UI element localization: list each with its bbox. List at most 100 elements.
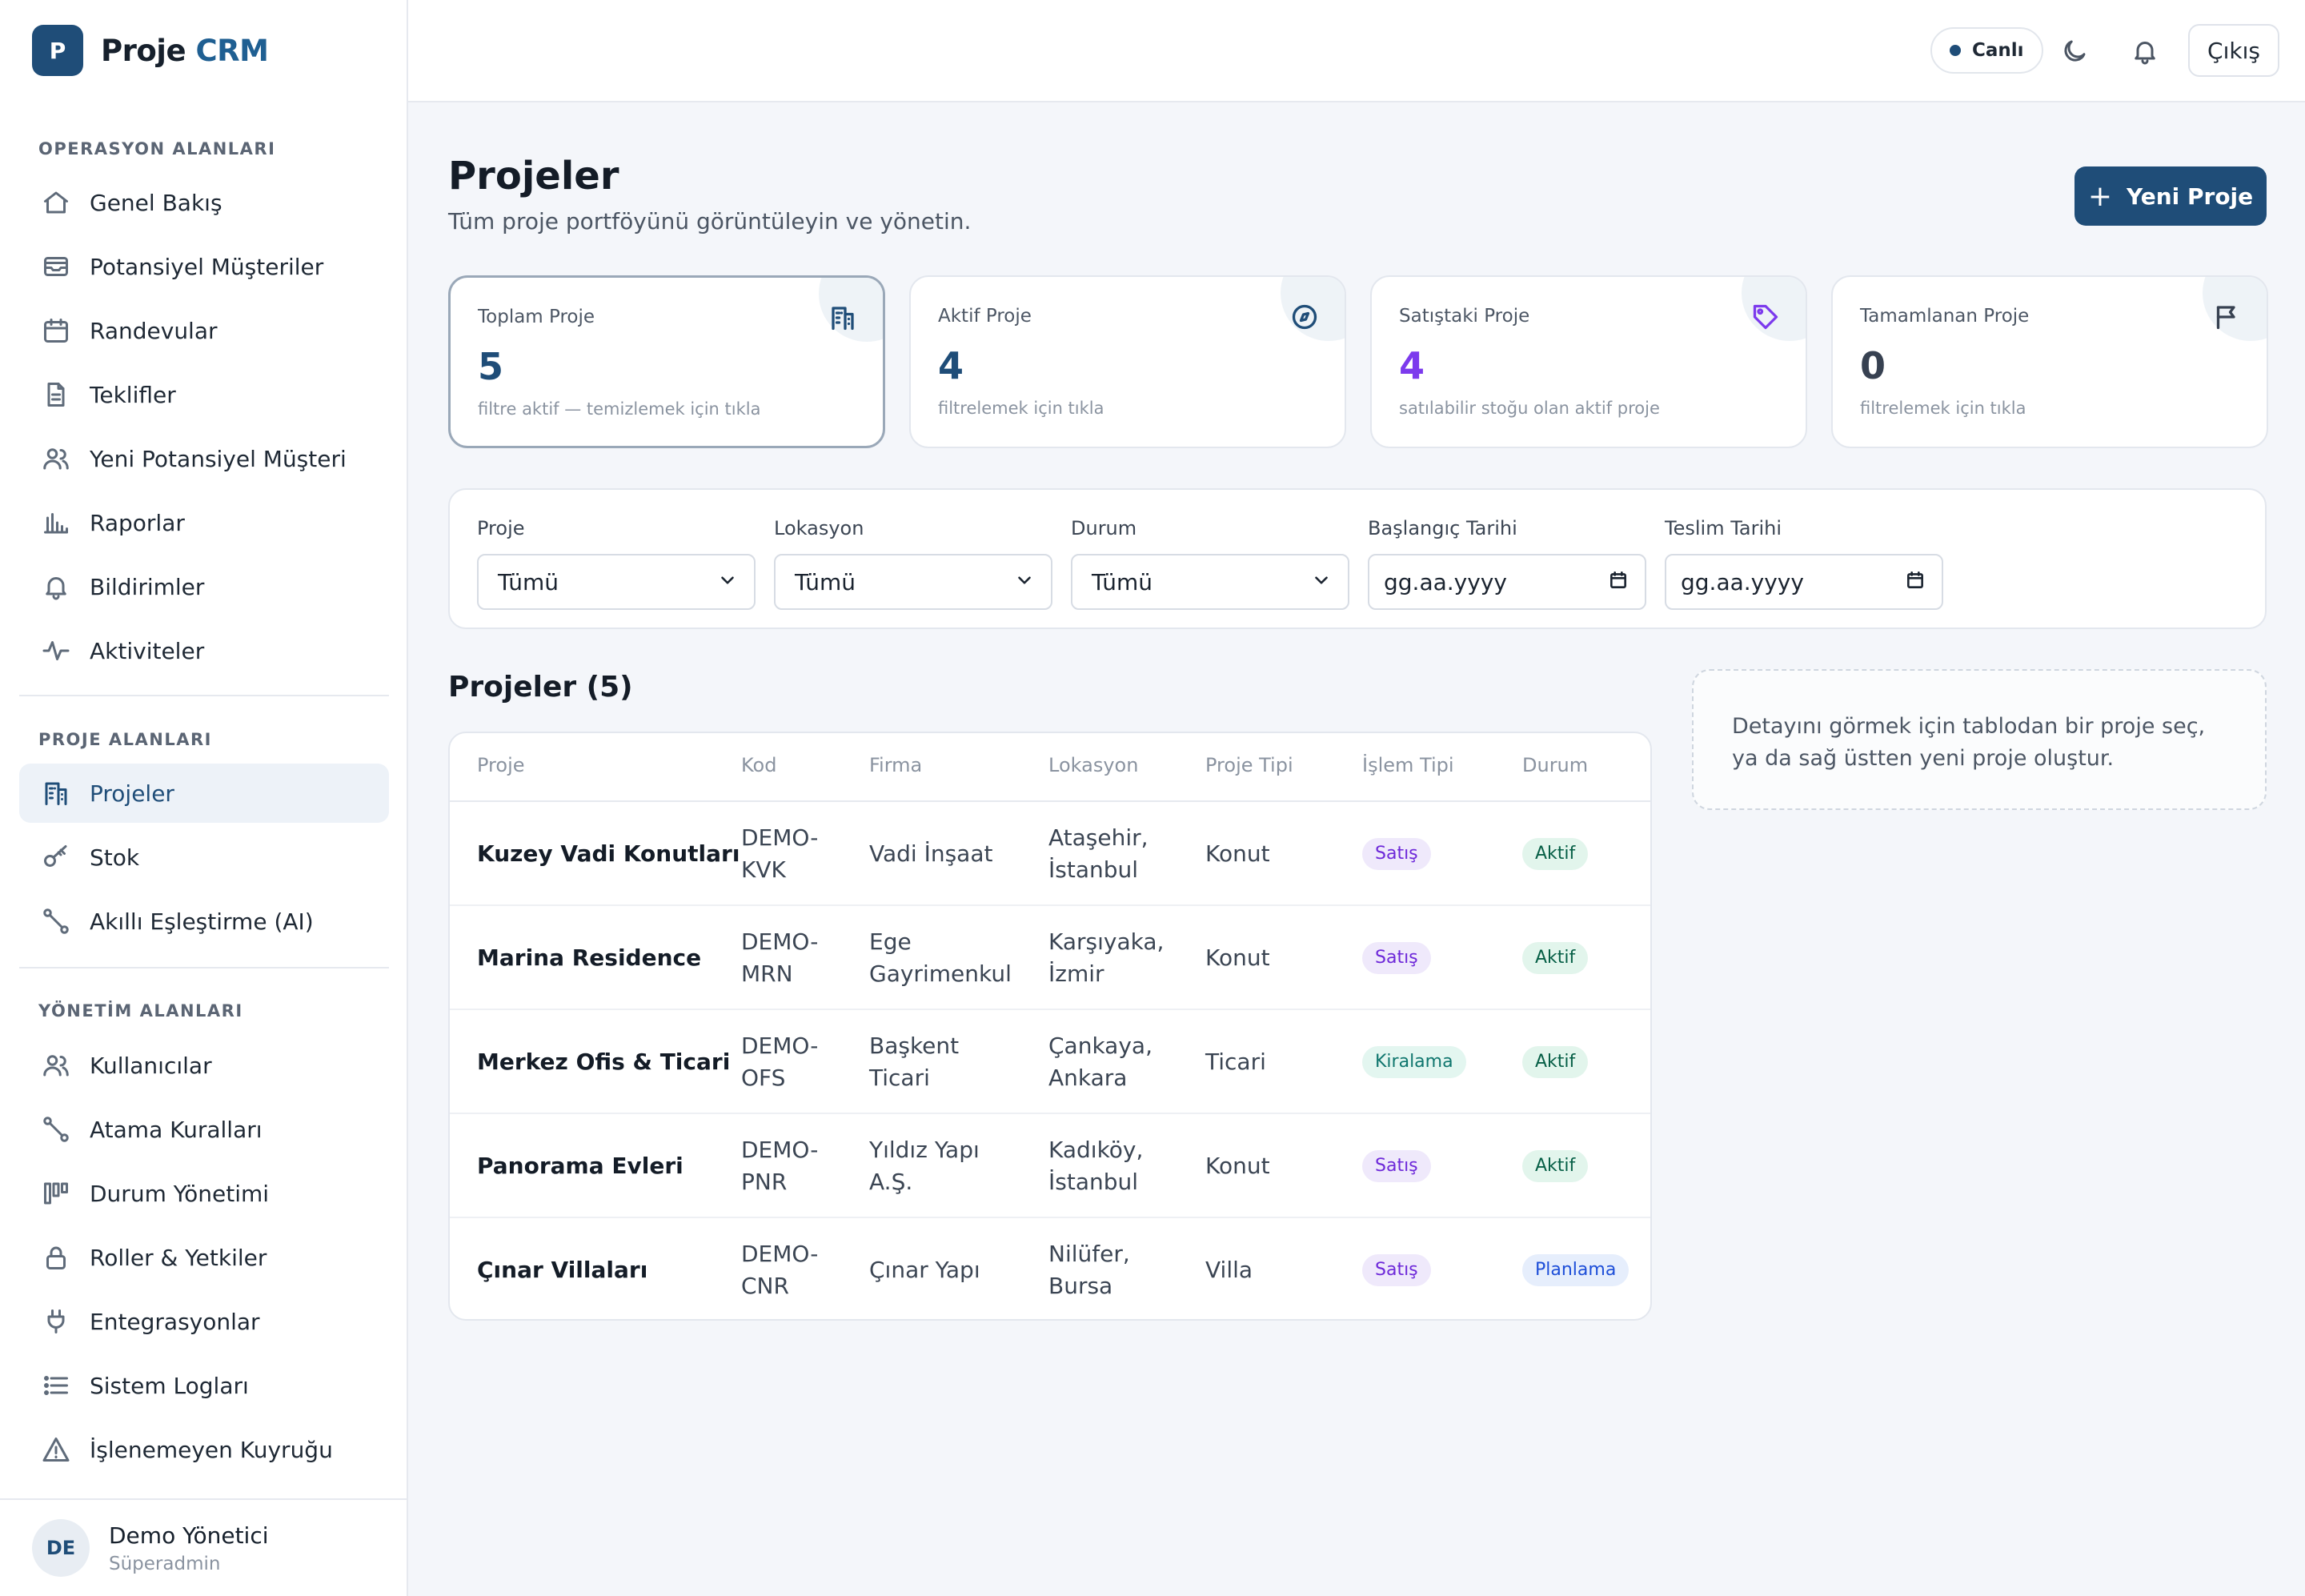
moon-icon[interactable] <box>2055 32 2094 70</box>
filter-label: Başlangıç Tarihi <box>1368 517 1517 539</box>
cell-text: Ege Gayrimenkul <box>869 928 1012 987</box>
stat-value: 4 <box>938 344 964 387</box>
filter-select[interactable]: Tümü <box>774 554 1052 610</box>
filter-value: Tümü <box>1092 568 1153 595</box>
filter-value: Tümü <box>498 568 559 595</box>
sidebar-item[interactable]: Yeni Potansiyel Müşteri <box>19 429 389 488</box>
sidebar-item-label: Bildirimler <box>90 573 205 600</box>
sidebar-item[interactable]: Randevular <box>19 301 389 360</box>
key-icon <box>40 841 72 873</box>
cell-text: DEMO- OFS <box>741 1033 819 1091</box>
filter-select[interactable]: Tümü <box>477 554 756 610</box>
stat-card[interactable]: Toplam Proje 5 filtre aktif — temizlemek i… <box>448 275 885 448</box>
sidebar-item[interactable]: Kullanıcılar <box>19 1036 389 1095</box>
live-status-pill[interactable]: Canlı <box>1930 27 2043 74</box>
cell-text: Çankaya, Ankara <box>1048 1033 1152 1091</box>
filter-label: Lokasyon <box>774 517 864 539</box>
table-row[interactable]: Panorama Evleri DEMO- PNR Yıldız Yapı A.Ş.… <box>450 1114 1650 1218</box>
sidebar-item[interactable]: Genel Bakış <box>19 173 389 232</box>
brand[interactable]: P Proje CRM <box>32 24 269 77</box>
date-input[interactable]: gg.aa.yyyy <box>1368 554 1646 610</box>
filter-group: Proje Tümü <box>477 517 756 610</box>
stat-note: satılabilir stoğu olan aktif proje <box>1399 399 1660 418</box>
new-project-button[interactable]: + Yeni Proje <box>2074 166 2267 226</box>
user-profile[interactable]: DE Demo Yönetici Süperadmin <box>0 1498 407 1596</box>
route-icon <box>40 905 72 937</box>
sidebar-item[interactable]: İşlenemeyen Kuyruğu <box>19 1420 389 1479</box>
chevron-down-icon <box>1014 570 1035 594</box>
sidebar-item[interactable]: Durum Yönetimi <box>19 1164 389 1223</box>
project-name-cell: Merkez Ofis & Ticari <box>477 1010 730 1114</box>
sidebar-item[interactable]: Aktiviteler <box>19 621 389 680</box>
stat-card[interactable]: Satıştaki Proje 4 satılabilir stoğu olan a… <box>1370 275 1807 448</box>
column-header[interactable]: Kod <box>741 754 777 776</box>
live-dot <box>1950 45 1961 56</box>
column-header[interactable]: Proje <box>477 754 525 776</box>
sidebar-item-label: Aktiviteler <box>90 637 205 664</box>
sidebar-item-label: Durum Yönetimi <box>90 1180 270 1207</box>
filter-select[interactable]: Tümü <box>1071 554 1349 610</box>
calendar-icon[interactable] <box>1905 570 1926 594</box>
sidebar-divider <box>19 695 389 696</box>
bell-icon[interactable] <box>2126 32 2164 70</box>
cell-text: Ataşehir, İstanbul <box>1048 824 1148 883</box>
section-label-projects: PROJE ALANLARI <box>38 730 212 749</box>
sidebar-item[interactable]: Roller & Yetkiler <box>19 1228 389 1287</box>
sidebar-item[interactable]: Potansiyel Müşteriler <box>19 237 389 296</box>
filter-panel: Proje Tümü Lokasyon Tümü Durum Tümü Başlangıç … <box>448 488 2267 629</box>
sidebar-item[interactable]: Entegrasyonlar <box>19 1292 389 1351</box>
project-type-cell: Villa <box>1205 1218 1253 1319</box>
project-type-cell: Konut <box>1205 802 1270 906</box>
column-header[interactable]: Durum <box>1522 754 1589 776</box>
sidebar-item[interactable]: Atama Kuralları <box>19 1100 389 1159</box>
stat-card[interactable]: Aktif Proje 4 filtrelemek için tıkla <box>909 275 1346 448</box>
column-header[interactable]: Lokasyon <box>1048 754 1139 776</box>
cell-text: Konut <box>1205 1153 1270 1179</box>
project-code-cell: DEMO- CNR <box>741 1218 818 1319</box>
stat-value: 4 <box>1399 344 1425 387</box>
logout-button[interactable]: Çıkış <box>2188 24 2279 77</box>
sidebar-item-label: Potansiyel Müşteriler <box>90 253 324 280</box>
user-name: Demo Yönetici <box>109 1522 269 1549</box>
warning-icon <box>40 1434 72 1466</box>
sidebar-item[interactable]: Raporlar <box>19 493 389 552</box>
company-cell: Başkent Ticari <box>869 1010 959 1114</box>
cell-text: Villa <box>1205 1257 1253 1283</box>
sidebar-item[interactable]: Akıllı Eşleştirme (AI) <box>19 892 389 951</box>
deal-type-badge: Satış <box>1362 1150 1431 1182</box>
plus-icon: + <box>2087 179 2113 213</box>
table-row[interactable]: Marina Residence DEMO- MRN Ege Gayrimenkul… <box>450 906 1650 1010</box>
sidebar-item[interactable]: Projeler <box>19 764 389 823</box>
column-header[interactable]: Proje Tipi <box>1205 754 1293 776</box>
sidebar-item[interactable]: Stok <box>19 828 389 887</box>
cell-text: Konut <box>1205 944 1270 971</box>
column-header[interactable]: İşlem Tipi <box>1362 754 1454 776</box>
stat-card[interactable]: Tamamlanan Proje 0 filtrelemek için tıkla <box>1831 275 2268 448</box>
user-role: Süperadmin <box>109 1553 221 1574</box>
cell-text: Yıldız Yapı A.Ş. <box>869 1137 980 1195</box>
table-row[interactable]: Çınar Villaları DEMO- CNR Çınar Yapı Nilüfe… <box>450 1218 1650 1319</box>
stat-note: filtrelemek için tıkla <box>1860 399 2026 418</box>
sidebar-item-label: Akıllı Eşleştirme (AI) <box>90 908 314 935</box>
status-badge-cell: Aktif <box>1522 906 1589 1010</box>
brand-accent: CRM <box>195 33 269 68</box>
chevron-down-icon <box>717 570 738 594</box>
calendar-icon[interactable] <box>1608 570 1629 594</box>
project-type-cell: Ticari <box>1205 1010 1266 1114</box>
company-cell: Ege Gayrimenkul <box>869 906 1012 1010</box>
users-icon <box>40 1049 72 1081</box>
table-row[interactable]: Merkez Ofis & Ticari DEMO- OFS Başkent Tic… <box>450 1010 1650 1114</box>
sidebar-item-label: Genel Bakış <box>90 189 222 216</box>
sidebar-item[interactable]: Bildirimler <box>19 557 389 616</box>
cell-text: DEMO- PNR <box>741 1137 819 1195</box>
location-cell: Kadıköy, İstanbul <box>1048 1114 1143 1218</box>
sidebar-item[interactable]: Sistem Logları <box>19 1356 389 1415</box>
location-cell: Karşıyaka, İzmir <box>1048 906 1164 1010</box>
column-header[interactable]: Firma <box>869 754 923 776</box>
date-input[interactable]: gg.aa.yyyy <box>1665 554 1943 610</box>
calendar-icon <box>40 315 72 347</box>
sidebar-item[interactable]: Teklifler <box>19 365 389 424</box>
table-row[interactable]: Kuzey Vadi Konutları DEMO- KVK Vadi İnşaat… <box>450 802 1650 906</box>
location-cell: Nilüfer, Bursa <box>1048 1218 1130 1319</box>
cell-text: Nilüfer, Bursa <box>1048 1241 1130 1299</box>
